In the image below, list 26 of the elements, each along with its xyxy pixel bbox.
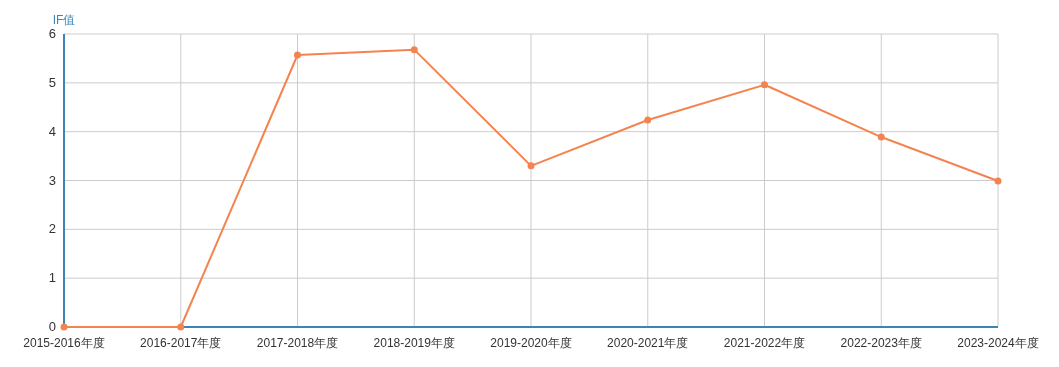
x-tick-label: 2018-2019年度 xyxy=(373,336,455,350)
y-tick-label: 1 xyxy=(48,270,56,286)
x-tick-label: 2016-2017年度 xyxy=(140,336,222,350)
y-tick-label: 0 xyxy=(48,319,56,334)
y-tick-label: 5 xyxy=(48,74,56,90)
point xyxy=(761,81,768,89)
x-tick-label: 2017-2018年度 xyxy=(256,336,339,350)
point xyxy=(644,116,652,124)
point xyxy=(527,162,535,170)
point xyxy=(294,51,301,59)
y-tick-label: 4 xyxy=(48,123,56,139)
y-tick-label: 6 xyxy=(48,26,56,41)
point xyxy=(60,323,68,331)
x-tick-label: 2023-2024年度 xyxy=(957,336,1039,350)
x-tick-label: 2021-2022年度 xyxy=(723,336,806,350)
x-tick-label: 2022-2023年度 xyxy=(840,336,922,350)
y-tick-label: 3 xyxy=(48,172,56,188)
y-axis-title: IF值 xyxy=(52,13,76,27)
point xyxy=(994,177,1002,185)
point xyxy=(877,133,885,141)
x-tick-label: 2015-2016年度 xyxy=(23,336,105,350)
y-tick-label: 2 xyxy=(48,221,56,237)
x-tick-label: 2019-2020年度 xyxy=(490,336,572,350)
point xyxy=(410,46,418,54)
point xyxy=(177,323,185,331)
x-tick-label: 2020-2021年度 xyxy=(607,336,689,350)
